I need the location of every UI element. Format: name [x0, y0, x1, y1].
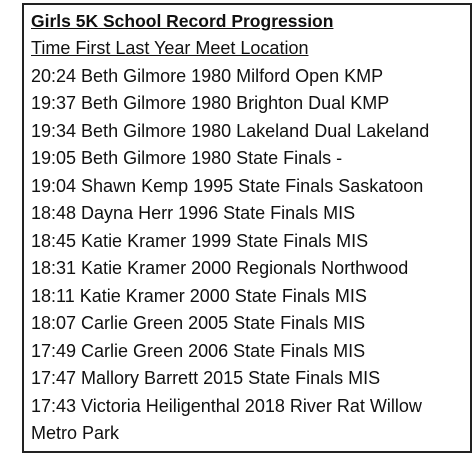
title: Girls 5K School Record Progression	[31, 11, 334, 31]
record-row: 18:31 Katie Kramer 2000 Regionals Northw…	[31, 258, 409, 278]
record-row: 17:43 Victoria Heiligenthal 2018 River R…	[31, 395, 422, 444]
record-row: 19:37 Beth Gilmore 1980 Brighton Dual KM…	[31, 93, 390, 113]
record-row: 20:24 Beth Gilmore 1980 Milford Open KMP	[31, 65, 384, 86]
record-row: 18:45 Katie Kramer 1999 State Finals MIS	[31, 230, 369, 251]
record-row: 18:07 Carlie Green 2005 State Finals MIS	[31, 313, 366, 333]
record-row: 19:04 Shawn Kemp 1995 State Finals Saska…	[31, 175, 424, 196]
record-row: 19:34 Beth Gilmore 1980 Lakeland Dual La…	[31, 120, 430, 141]
record-row: 18:11 Katie Kramer 2000 State Finals MIS	[31, 285, 367, 306]
content: Girls 5K School Record Progression Time …	[31, 8, 467, 448]
column-header: Time First Last Year Meet Location	[31, 38, 309, 58]
record-box: Girls 5K School Record Progression Time …	[22, 3, 472, 453]
record-row: 17:47 Mallory Barrett 2015 State Finals …	[31, 368, 381, 388]
record-row: 19:05 Beth Gilmore 1980 State Finals -	[31, 148, 343, 168]
rows: 20:24 Beth Gilmore 1980 Milford Open KMP…	[31, 63, 467, 448]
record-row: 17:49 Carlie Green 2006 State Finals MIS	[31, 340, 366, 361]
record-row: 18:48 Dayna Herr 1996 State Finals MIS	[31, 203, 356, 223]
